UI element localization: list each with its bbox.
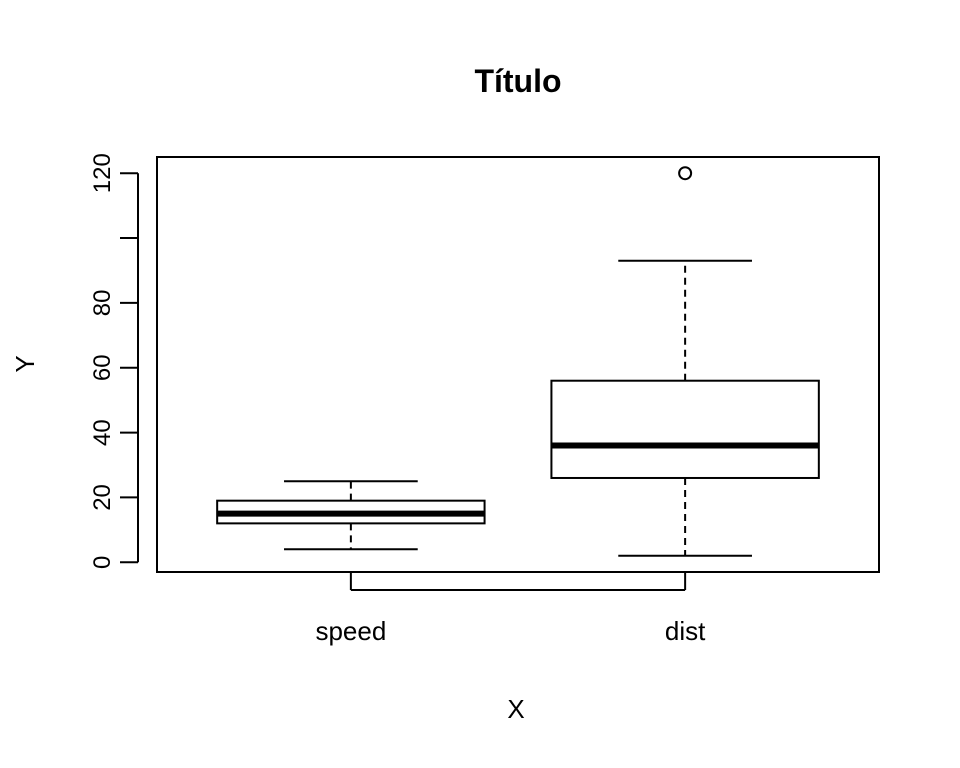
- iqr-box: [550, 379, 820, 479]
- x-axis: speed dist: [315, 572, 706, 646]
- y-axis: 0 20 40 60 80 120: [89, 153, 139, 569]
- outlier-point: [678, 166, 693, 181]
- boxes-layer: [216, 166, 820, 557]
- x-axis-label: X: [507, 694, 524, 724]
- chart-title: Título: [474, 63, 561, 99]
- y-tick-label: 20: [89, 484, 116, 511]
- x-tick-label: speed: [315, 616, 386, 646]
- y-tick-label: 120: [89, 153, 116, 193]
- y-tick-label: 0: [89, 556, 116, 569]
- y-axis-label: Y: [10, 355, 40, 372]
- y-tick-label: 80: [89, 290, 116, 317]
- x-tick-label: dist: [665, 616, 706, 646]
- plot-frame: [156, 156, 880, 573]
- box-speed: [216, 480, 486, 551]
- box-dist: [550, 166, 820, 557]
- y-tick-label: 40: [89, 419, 116, 446]
- y-tick-label: 60: [89, 354, 116, 381]
